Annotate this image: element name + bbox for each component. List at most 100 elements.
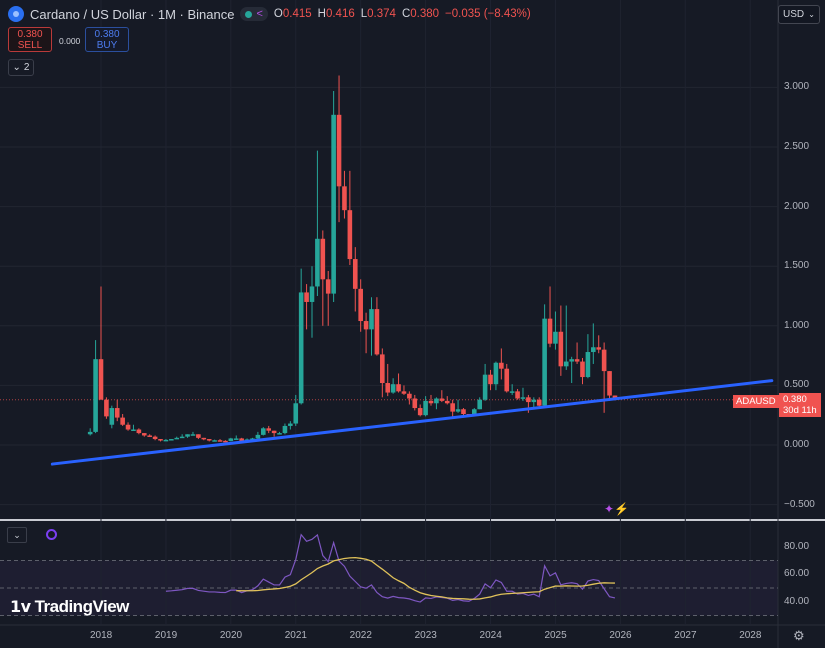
- candle-body: [93, 359, 98, 432]
- spread-value: 0.000: [59, 36, 81, 46]
- candle-body: [190, 434, 196, 436]
- candle-body: [325, 279, 331, 294]
- candle-body: [417, 408, 423, 416]
- candle-body: [607, 371, 612, 396]
- market-open-icon: [245, 10, 253, 18]
- candle-body: [428, 400, 434, 404]
- chart-legend: Cardano / US Dollar · 1M · Binance < O0.…: [8, 6, 531, 22]
- candle-body: [482, 374, 488, 400]
- candle-body: [352, 259, 358, 289]
- price-tick-label: 0.500: [784, 379, 810, 391]
- candle-body: [298, 292, 304, 404]
- candle-body: [131, 429, 136, 432]
- time-tick-label: 2026: [609, 630, 632, 641]
- candle-body: [179, 436, 185, 439]
- candle-body: [255, 434, 261, 439]
- indicator-icon[interactable]: [46, 529, 57, 540]
- candle-body: [152, 436, 158, 440]
- candle-body: [580, 361, 585, 378]
- candle-body: [315, 238, 320, 287]
- candle-body: [542, 318, 547, 406]
- low-value: 0.374: [367, 8, 396, 20]
- currency-value: USD: [783, 9, 805, 20]
- candle-body: [212, 440, 217, 442]
- time-tick-label: 2021: [284, 630, 307, 641]
- buy-label: BUY: [96, 39, 118, 51]
- cardano-logo-icon: [8, 6, 24, 22]
- time-tick-label: 2019: [154, 630, 178, 641]
- candle-body: [87, 431, 93, 435]
- symbol-tag: ADAUSD: [733, 395, 779, 408]
- candle-body: [125, 424, 131, 430]
- candle-body: [553, 331, 558, 344]
- price-tick-label: 1.500: [784, 260, 810, 272]
- candle-body: [493, 362, 499, 385]
- candle-body: [358, 288, 363, 322]
- candle-body: [434, 398, 439, 404]
- candle-body: [569, 359, 574, 362]
- candle-body: [228, 438, 234, 442]
- candle-body: [141, 433, 147, 436]
- sell-button[interactable]: 0.380 SELL: [8, 27, 52, 52]
- candle-body: [206, 439, 212, 441]
- last-price: 0.380: [783, 394, 807, 405]
- candle-body: [471, 409, 477, 416]
- price-tick-label: 2.000: [784, 200, 810, 212]
- candle-body: [499, 362, 504, 369]
- candle-body: [396, 384, 401, 392]
- sell-price: 0.380: [17, 28, 43, 40]
- collapse-pane-button[interactable]: ⌄: [7, 527, 27, 543]
- candle-body: [347, 210, 353, 260]
- lightning-icon[interactable]: ✦⚡: [604, 502, 629, 516]
- candle-body: [385, 383, 391, 393]
- candle-body: [104, 399, 109, 417]
- time-tick-label: 2020: [219, 630, 243, 641]
- sell-label: SELL: [17, 39, 43, 51]
- candle-body: [369, 309, 374, 330]
- candle-body: [439, 398, 445, 401]
- collapse-indicators-button[interactable]: ⌄ 2: [8, 59, 34, 76]
- candle-body: [196, 434, 201, 438]
- candle-body: [515, 391, 520, 399]
- candle-body: [223, 440, 228, 443]
- candle-body: [277, 433, 282, 435]
- candle-body: [536, 399, 542, 406]
- candle-body: [363, 321, 369, 330]
- candle-body: [504, 368, 510, 392]
- candle-body: [342, 186, 347, 211]
- candle-body: [271, 430, 277, 434]
- candle-body: [120, 417, 125, 425]
- candle-body: [336, 114, 342, 187]
- candle-body: [412, 398, 418, 409]
- time-tick-label: 2023: [414, 630, 437, 641]
- candle-body: [266, 428, 272, 431]
- candle-body: [407, 393, 412, 399]
- candle-body: [158, 439, 163, 441]
- candle-body: [169, 439, 174, 441]
- symbol-title[interactable]: Cardano / US Dollar · 1M · Binance: [30, 6, 235, 22]
- time-tick-label: 2025: [544, 630, 567, 641]
- chevron-down-icon: ⌄: [808, 10, 815, 19]
- last-price-tag: 0.380 30d 11h: [779, 393, 821, 417]
- close-value: 0.380: [410, 8, 440, 20]
- candle-body: [591, 347, 596, 353]
- candle-body: [136, 429, 142, 434]
- currency-select[interactable]: USD ⌄: [778, 5, 820, 24]
- gear-icon[interactable]: ⚙: [793, 628, 805, 643]
- price-tick-label: −0.500: [784, 498, 815, 510]
- candle-body: [98, 359, 104, 400]
- time-tick-label: 2022: [349, 630, 372, 641]
- candle-body: [380, 354, 385, 384]
- candle-body: [585, 352, 591, 378]
- chevron-down-icon: ⌄: [12, 62, 21, 73]
- candle-body: [444, 400, 450, 404]
- candle-body: [601, 349, 607, 372]
- buy-button[interactable]: 0.380 BUY: [85, 27, 129, 52]
- candle-body: [596, 347, 602, 350]
- time-tick-label: 2024: [479, 630, 502, 641]
- ohlc-values: O0.415 H0.416 L0.374 C0.380 −0.035 (−8.4…: [273, 8, 531, 20]
- buy-price: 0.380: [94, 28, 120, 40]
- candle-body: [390, 384, 396, 393]
- market-status-pill[interactable]: <: [240, 7, 268, 21]
